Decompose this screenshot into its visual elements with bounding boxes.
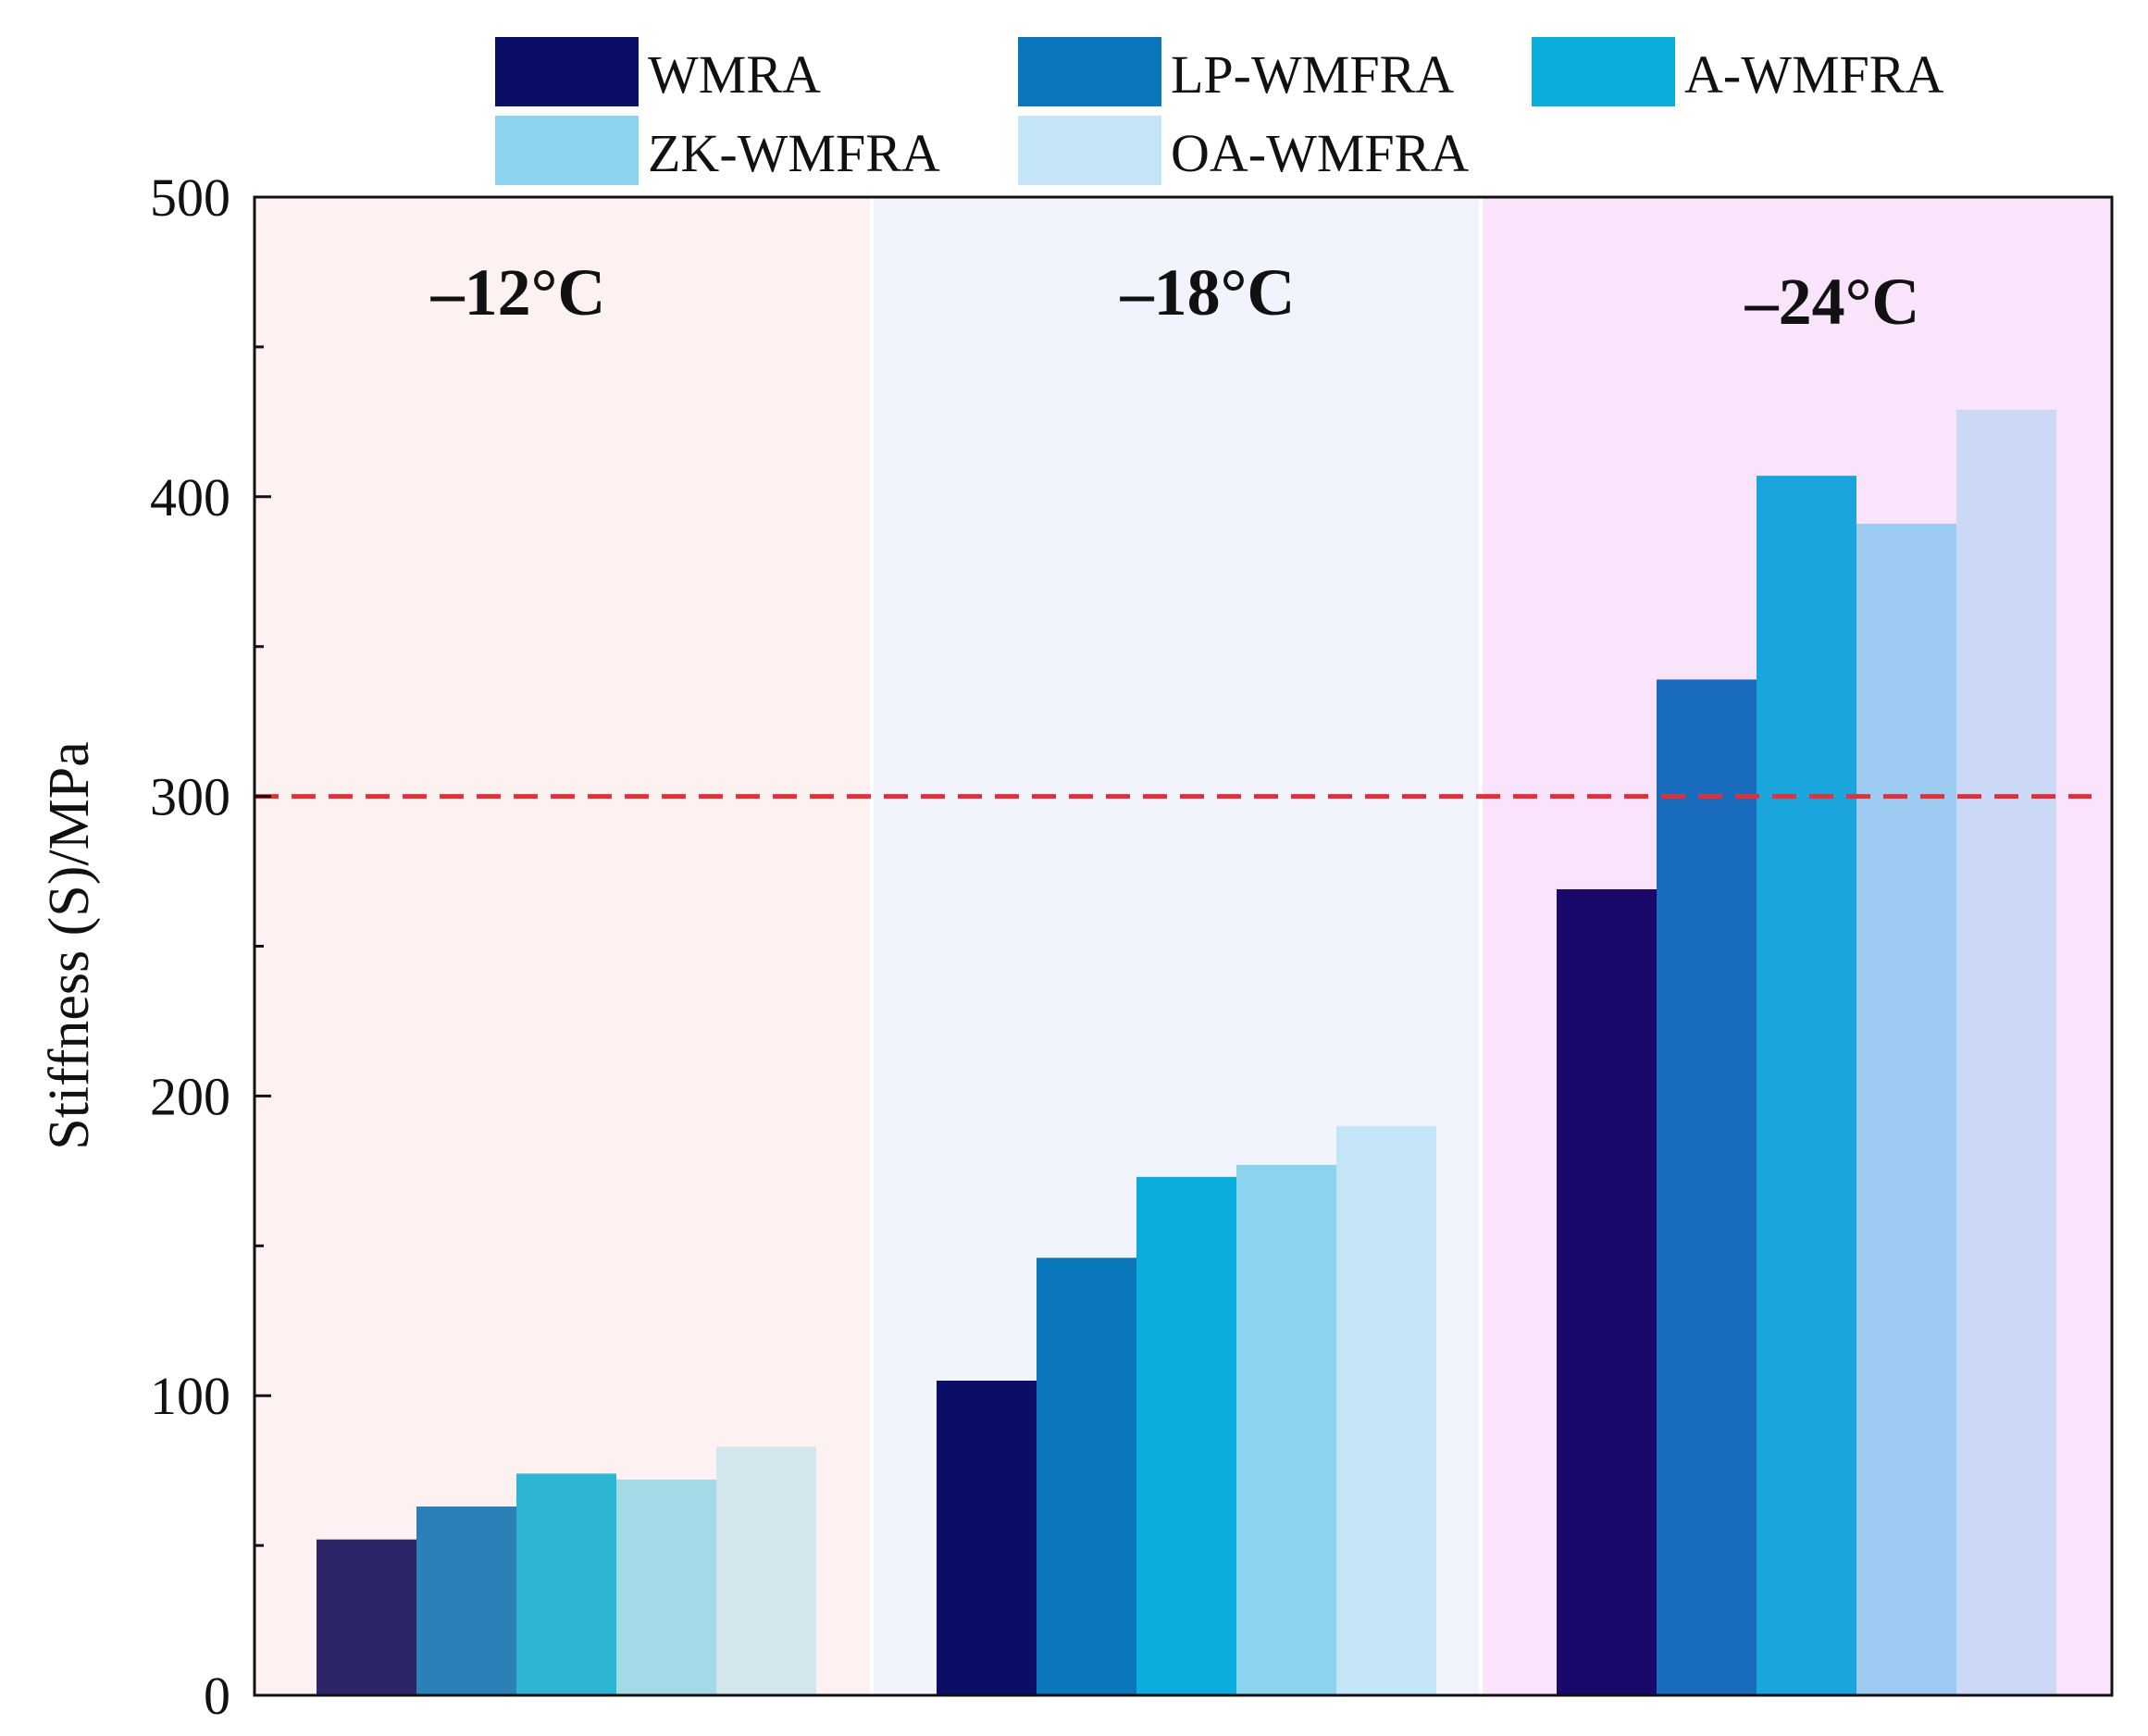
legend-swatch-zk-wmfra [495,116,639,185]
y-tick-label-200: 200 [150,1066,230,1126]
group-labels: –12°C –18°C –24°C [430,255,1920,339]
legend: WMRA LP-WMFRA A-WMFRA ZK-WMFRA OA-WMFRA [495,37,1943,185]
bars-layer [317,409,2056,1696]
bar-zk-wmfra-group-2 [1236,1164,1336,1695]
legend-swatch-a-wmfra [1532,37,1675,106]
legend-swatch-wmra [495,37,639,106]
bar-lp-wmfra-group-1 [416,1507,516,1695]
legend-label-a-wmfra: A-WMFRA [1684,44,1943,105]
y-tick-label-100: 100 [150,1366,230,1426]
bar-lp-wmfra-group-2 [1037,1258,1136,1695]
legend-label-lp-wmfra: LP-WMFRA [1171,44,1454,105]
bar-zk-wmfra-group-3 [1856,523,1956,1695]
group-label-3: –24°C [1744,265,1920,339]
y-tick-label-500: 500 [150,167,230,228]
y-tick-label-300: 300 [150,767,230,827]
bar-oa-wmfra-group-2 [1336,1125,1436,1695]
bar-wmra-group-3 [1557,888,1657,1695]
bar-oa-wmfra-group-1 [716,1446,816,1695]
y-axis: 0 100 200 300 400 500 [150,167,271,1726]
bar-oa-wmfra-group-3 [1956,409,2056,1696]
y-tick-label-0: 0 [204,1666,230,1726]
legend-swatch-oa-wmfra [1018,116,1161,185]
panel-bg-1 [255,197,872,1695]
legend-label-oa-wmfra: OA-WMFRA [1171,123,1469,183]
bar-zk-wmfra-group-1 [616,1479,716,1695]
y-axis-label: Stiffness (S)/MPa [38,741,101,1150]
y-tick-label-400: 400 [150,467,230,527]
legend-label-zk-wmfra: ZK-WMFRA [648,123,940,183]
bar-wmra-group-2 [937,1381,1037,1695]
bar-a-wmfra-group-3 [1757,476,1856,1695]
bar-wmra-group-1 [317,1539,416,1695]
bar-lp-wmfra-group-3 [1657,679,1757,1695]
bar-a-wmfra-group-1 [516,1473,616,1695]
group-label-1: –12°C [430,255,606,329]
bar-a-wmfra-group-2 [1136,1176,1236,1695]
legend-label-wmra: WMRA [648,44,821,105]
legend-swatch-lp-wmfra [1018,37,1161,106]
group-label-2: –18°C [1120,255,1296,329]
